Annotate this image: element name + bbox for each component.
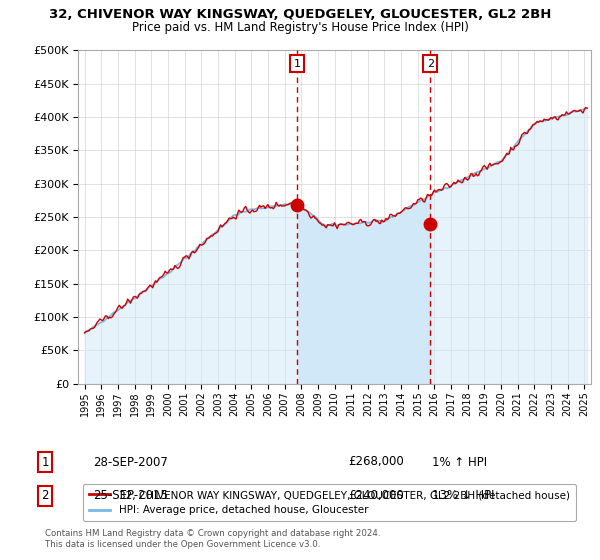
Text: £240,000: £240,000 [348,489,404,502]
Text: 2: 2 [427,59,434,69]
Text: Contains HM Land Registry data © Crown copyright and database right 2024.
This d: Contains HM Land Registry data © Crown c… [45,529,380,549]
Text: 32, CHIVENOR WAY KINGSWAY, QUEDGELEY, GLOUCESTER, GL2 2BH: 32, CHIVENOR WAY KINGSWAY, QUEDGELEY, GL… [49,8,551,21]
Text: 1% ↑ HPI: 1% ↑ HPI [432,455,487,469]
Text: 1: 1 [293,59,301,69]
Text: Price paid vs. HM Land Registry's House Price Index (HPI): Price paid vs. HM Land Registry's House … [131,21,469,34]
Legend: 32, CHIVENOR WAY KINGSWAY, QUEDGELEY, GLOUCESTER, GL2 2BH (detached house), HPI:: 32, CHIVENOR WAY KINGSWAY, QUEDGELEY, GL… [83,484,576,521]
Text: 13% ↓ HPI: 13% ↓ HPI [432,489,494,502]
Text: 1: 1 [41,455,49,469]
Text: £268,000: £268,000 [348,455,404,469]
Text: 25-SEP-2015: 25-SEP-2015 [93,489,168,502]
Text: 2: 2 [41,489,49,502]
Text: 28-SEP-2007: 28-SEP-2007 [93,455,168,469]
